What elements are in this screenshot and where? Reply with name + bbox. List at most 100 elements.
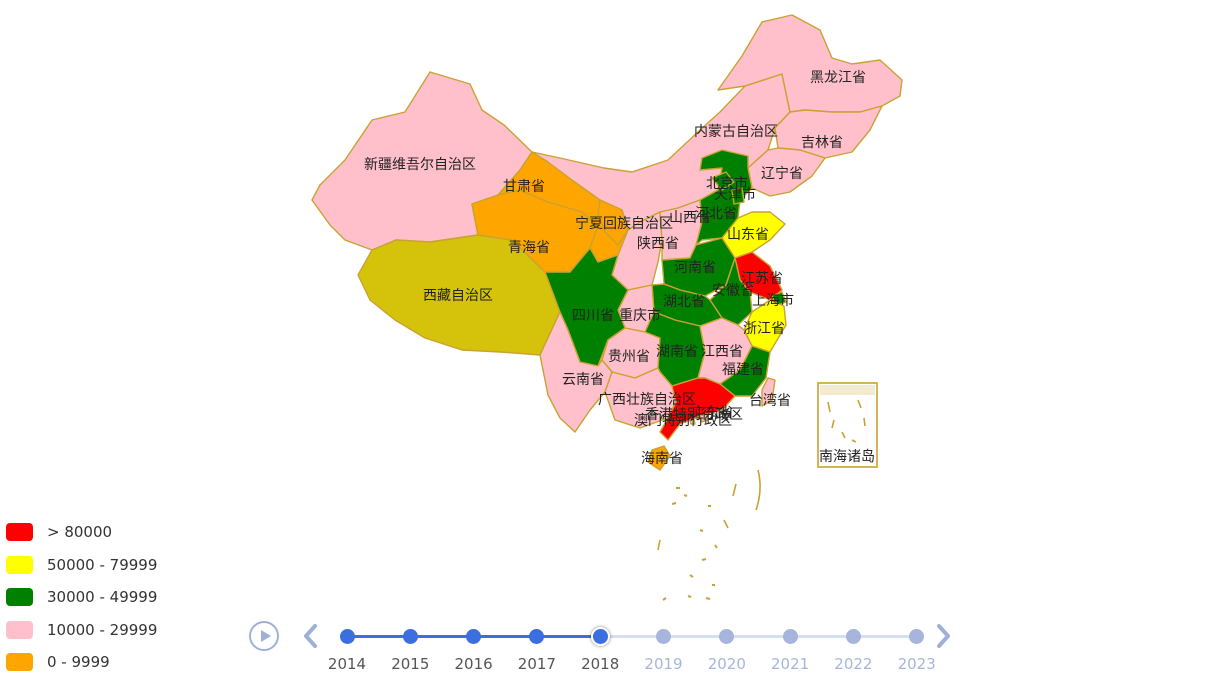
prev-arrow-icon[interactable]: [302, 623, 318, 649]
legend-swatch: [6, 620, 33, 639]
legend-item-gt80000[interactable]: > 80000: [6, 516, 157, 549]
province-label-hongkong: 香港特别行政区: [645, 407, 743, 423]
province-label-yunnan: 云南省: [562, 372, 604, 388]
province-label-beijing: 北京市: [706, 175, 748, 192]
province-ningxia[interactable]: [597, 199, 629, 246]
province-label-macau: 澳门特别行政区: [634, 413, 732, 429]
legend-item-50000-79999[interactable]: 50000 - 79999: [6, 549, 157, 582]
legend-swatch: [6, 555, 33, 574]
timeline-year-2022[interactable]: 2022: [823, 615, 883, 673]
province-label-shanghai: 上海市: [752, 292, 794, 309]
timeline-year-2017[interactable]: 2017: [507, 615, 567, 673]
timeline-year-label: 2022: [834, 655, 873, 673]
legend-label: 0 - 9999: [47, 653, 110, 672]
nanhai-inset[interactable]: [817, 382, 878, 468]
timeline-year-2016[interactable]: 2016: [444, 615, 504, 673]
province-label-tianjin: 天津市: [714, 186, 756, 203]
province-label-hunan: 湖南省: [656, 344, 698, 360]
province-label-jiangxi: 江西省: [701, 344, 743, 360]
province-label-hebei: 河北省: [695, 206, 737, 222]
legend-swatch: [6, 653, 33, 672]
province-label-henan: 河南省: [674, 260, 716, 276]
province-label-shandong: 山东省: [727, 227, 769, 243]
province-macau[interactable]: [689, 418, 696, 425]
province-label-jilin: 吉林省: [801, 135, 843, 151]
timeline-year-label: 2016: [454, 655, 493, 673]
timeline-dot: [719, 629, 735, 644]
province-label-neimenggu: 内蒙古自治区: [694, 124, 778, 140]
timeline-dot: [909, 629, 925, 644]
province-label-gansu: 甘肃省: [503, 179, 545, 195]
province-jilin[interactable]: [774, 105, 883, 159]
province-label-shanxi: 山西省: [669, 210, 711, 226]
timeline-year-2015[interactable]: 2015: [380, 615, 440, 673]
province-label-jiangsu: 江苏省: [741, 271, 783, 287]
timeline-dot: [339, 629, 355, 644]
timeline-dot: [656, 629, 671, 644]
timeline-year-2014[interactable]: 2014: [317, 615, 377, 673]
province-taiwan[interactable]: [761, 377, 776, 407]
legend-swatch: [6, 588, 33, 607]
province-label-heilongjiang: 黑龙江省: [810, 70, 866, 86]
province-label-xinjiang: 新疆维吾尔自治区: [364, 157, 476, 173]
province-label-hubei: 湖北省: [663, 294, 705, 310]
province-label-nanhai: 南海诸岛: [819, 449, 875, 465]
province-label-guizhou: 贵州省: [608, 349, 650, 365]
timeline-dot: [782, 629, 798, 644]
province-label-guangdong: 广东省: [691, 405, 733, 421]
timeline-year-2018[interactable]: 2018: [570, 615, 630, 673]
province-label-liaoning: 辽宁省: [761, 165, 803, 182]
province-hongkong[interactable]: [699, 413, 709, 423]
timeline-year-label: 2014: [327, 655, 367, 673]
timeline-year-label: 2023: [897, 655, 936, 673]
province-label-guangxi: 广西壮族自治区: [598, 392, 696, 408]
province-tianjin[interactable]: [731, 187, 745, 205]
legend: > 80000 50000 - 79999 30000 - 49999 1000…: [6, 516, 157, 679]
next-arrow-icon[interactable]: [936, 623, 952, 649]
province-beijing[interactable]: [711, 171, 735, 191]
timeline-dot: [590, 627, 610, 646]
province-hebei[interactable]: [695, 149, 753, 246]
timeline: 2014 2015 2016 2017 2018 2019 2020 2021 2022 2023: [0, 615, 1215, 675]
province-shapes: [311, 14, 903, 471]
timeline-year-label: 2019: [644, 655, 683, 673]
timeline-year-label: 2020: [707, 655, 746, 673]
timeline-dot: [845, 629, 861, 644]
province-label-xizang: 西藏自治区: [423, 288, 493, 304]
province-label-ningxia: 宁夏回族自治区: [575, 215, 673, 232]
timeline-year-label: 2021: [771, 655, 810, 673]
province-hainan[interactable]: [647, 445, 671, 471]
province-label-anhui: 安徽省: [712, 283, 754, 299]
timeline-year-label: 2018: [581, 655, 620, 673]
province-label-qinghai: 青海省: [508, 240, 550, 256]
timeline-year-2021[interactable]: 2021: [760, 615, 820, 673]
province-label-taiwan: 台湾省: [749, 392, 791, 409]
legend-label: 30000 - 49999: [47, 588, 158, 607]
timeline-year-2019[interactable]: 2019: [634, 615, 694, 673]
legend-label: 10000 - 29999: [47, 620, 158, 639]
timeline-dot: [402, 629, 418, 644]
timeline-year-2023[interactable]: 2023: [887, 615, 947, 673]
timeline-year-2020[interactable]: 2020: [697, 615, 757, 673]
legend-item-0-9999[interactable]: 0 - 9999: [6, 646, 157, 679]
province-label-sichuan: 四川省: [572, 308, 614, 324]
province-label-fujian: 福建省: [722, 362, 764, 378]
province-liaoning[interactable]: [747, 147, 826, 197]
timeline-dot: [529, 629, 545, 644]
province-label-chongqing: 重庆市: [619, 307, 661, 324]
timeline-year-label: 2017: [517, 655, 556, 673]
legend-swatch: [6, 523, 33, 542]
legend-item-10000-29999[interactable]: 10000 - 29999: [6, 614, 157, 647]
province-label-hainan: 海南省: [641, 451, 683, 467]
south-sea-islands: [657, 469, 761, 601]
province-label-zhejiang: 浙江省: [743, 321, 785, 337]
legend-item-30000-49999[interactable]: 30000 - 49999: [6, 581, 157, 614]
play-button[interactable]: [249, 621, 279, 651]
province-label-shaanxi: 陕西省: [637, 236, 679, 252]
legend-label: 50000 - 79999: [47, 555, 158, 574]
timeline-dot: [466, 629, 482, 644]
province-heilongjiang[interactable]: [717, 14, 903, 113]
legend-label: > 80000: [47, 523, 113, 542]
